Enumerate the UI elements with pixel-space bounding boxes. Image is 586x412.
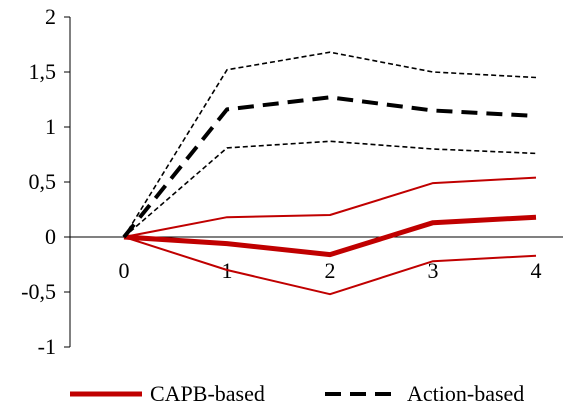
legend-label-1: Action-based	[407, 381, 524, 406]
y-tick-label: -0,5	[21, 279, 56, 304]
y-tick-label: 0	[45, 224, 56, 249]
series-line-0	[123, 214, 537, 258]
series-line-4	[123, 51, 537, 238]
y-tick-label: 2	[45, 4, 56, 29]
series-lines	[122, 51, 537, 296]
series-line-2	[123, 236, 537, 296]
y-tick-label: 1,5	[29, 59, 57, 84]
series-line-5	[123, 140, 537, 238]
x-tick-label: 2	[325, 258, 336, 283]
y-tick-label: 1	[45, 114, 56, 139]
y-tick-label: -1	[38, 334, 56, 359]
x-tick-label: 3	[428, 258, 439, 283]
y-axis: -1 -0,5 0 0,5 1 1,5 2	[21, 4, 71, 359]
series-line-1	[123, 176, 537, 238]
x-tick-label: 4	[531, 258, 542, 283]
series-line-3	[122, 95, 537, 239]
x-tick-label: 0	[119, 258, 130, 283]
y-tick-label: 0,5	[29, 169, 57, 194]
legend: CAPB-based Action-based	[70, 381, 524, 406]
legend-label-0: CAPB-based	[150, 381, 265, 406]
